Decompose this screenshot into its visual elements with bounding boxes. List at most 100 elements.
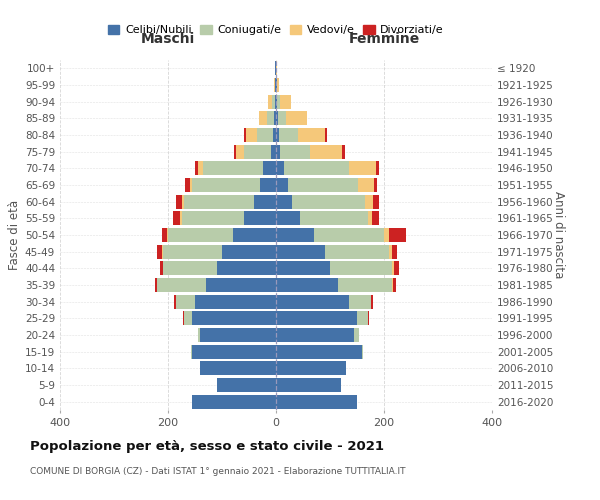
Bar xyxy=(182,194,184,209)
Bar xyxy=(276,328,354,342)
Bar xyxy=(274,78,275,92)
Bar xyxy=(392,261,394,276)
Bar xyxy=(263,162,276,175)
Bar xyxy=(244,128,246,142)
Bar xyxy=(259,112,268,126)
Bar xyxy=(275,94,276,109)
Bar xyxy=(358,178,374,192)
Bar xyxy=(276,394,357,409)
Bar xyxy=(157,278,206,292)
Bar xyxy=(182,211,244,226)
Bar xyxy=(184,311,193,326)
Bar xyxy=(310,144,343,159)
Text: COMUNE DI BORGIA (CZ) - Dati ISTAT 1° gennaio 2021 - Elaborazione TUTTITALIA.IT: COMUNE DI BORGIA (CZ) - Dati ISTAT 1° ge… xyxy=(30,468,406,476)
Bar xyxy=(276,228,314,242)
Text: Maschi: Maschi xyxy=(141,32,195,46)
Bar xyxy=(274,112,276,126)
Bar xyxy=(325,128,327,142)
Bar xyxy=(301,211,368,226)
Bar xyxy=(368,311,370,326)
Y-axis label: Anni di nascita: Anni di nascita xyxy=(552,192,565,278)
Bar xyxy=(349,294,371,308)
Bar xyxy=(176,294,195,308)
Bar xyxy=(374,178,377,192)
Bar xyxy=(155,278,157,292)
Bar xyxy=(276,178,288,192)
Bar xyxy=(372,211,379,226)
Bar xyxy=(193,344,276,359)
Bar xyxy=(276,244,325,259)
Bar xyxy=(276,378,341,392)
Bar xyxy=(384,228,389,242)
Bar xyxy=(271,144,276,159)
Bar xyxy=(273,128,276,142)
Bar xyxy=(330,261,392,276)
Legend: Celibi/Nubili, Coniugati/e, Vedovi/e, Divorziati/e: Celibi/Nubili, Coniugati/e, Vedovi/e, Di… xyxy=(104,20,448,40)
Bar xyxy=(392,244,397,259)
Bar xyxy=(357,311,368,326)
Bar xyxy=(184,194,254,209)
Bar xyxy=(246,128,257,142)
Bar xyxy=(244,211,276,226)
Bar xyxy=(200,328,276,342)
Bar xyxy=(280,144,310,159)
Bar xyxy=(284,162,349,175)
Bar xyxy=(167,228,168,242)
Bar xyxy=(276,128,278,142)
Bar xyxy=(233,228,276,242)
Bar xyxy=(276,261,330,276)
Text: Popolazione per età, sesso e stato civile - 2021: Popolazione per età, sesso e stato civil… xyxy=(30,440,384,453)
Bar xyxy=(193,178,260,192)
Bar xyxy=(298,128,325,142)
Bar xyxy=(198,328,200,342)
Text: Femmine: Femmine xyxy=(349,32,419,46)
Bar xyxy=(163,261,217,276)
Bar xyxy=(235,144,244,159)
Bar xyxy=(349,162,376,175)
Bar xyxy=(368,211,372,226)
Bar xyxy=(338,278,392,292)
Bar xyxy=(394,261,399,276)
Bar xyxy=(198,162,203,175)
Bar xyxy=(161,244,163,259)
Bar xyxy=(288,178,358,192)
Bar xyxy=(276,344,362,359)
Bar xyxy=(354,328,359,342)
Bar xyxy=(190,178,193,192)
Bar xyxy=(260,178,276,192)
Bar xyxy=(206,278,276,292)
Bar xyxy=(389,244,392,259)
Bar xyxy=(200,361,276,376)
Bar xyxy=(180,211,182,226)
Bar xyxy=(278,112,286,126)
Bar xyxy=(276,194,292,209)
Bar xyxy=(175,294,176,308)
Bar xyxy=(276,278,338,292)
Bar xyxy=(268,112,274,126)
Bar xyxy=(176,194,182,209)
Bar xyxy=(195,294,276,308)
Bar xyxy=(362,344,364,359)
Bar xyxy=(373,194,379,209)
Bar xyxy=(292,194,365,209)
Bar xyxy=(217,378,276,392)
Bar xyxy=(376,162,379,175)
Bar xyxy=(222,244,276,259)
Bar xyxy=(268,94,272,109)
Y-axis label: Fasce di età: Fasce di età xyxy=(8,200,21,270)
Bar xyxy=(371,294,373,308)
Bar xyxy=(173,211,180,226)
Bar xyxy=(276,361,346,376)
Bar xyxy=(168,228,233,242)
Bar xyxy=(272,94,275,109)
Bar xyxy=(276,144,280,159)
Bar xyxy=(191,344,193,359)
Bar xyxy=(276,112,278,126)
Bar xyxy=(161,228,167,242)
Bar xyxy=(392,278,393,292)
Bar xyxy=(163,244,222,259)
Bar xyxy=(314,228,384,242)
Bar xyxy=(277,94,280,109)
Bar xyxy=(286,112,307,126)
Bar xyxy=(217,261,276,276)
